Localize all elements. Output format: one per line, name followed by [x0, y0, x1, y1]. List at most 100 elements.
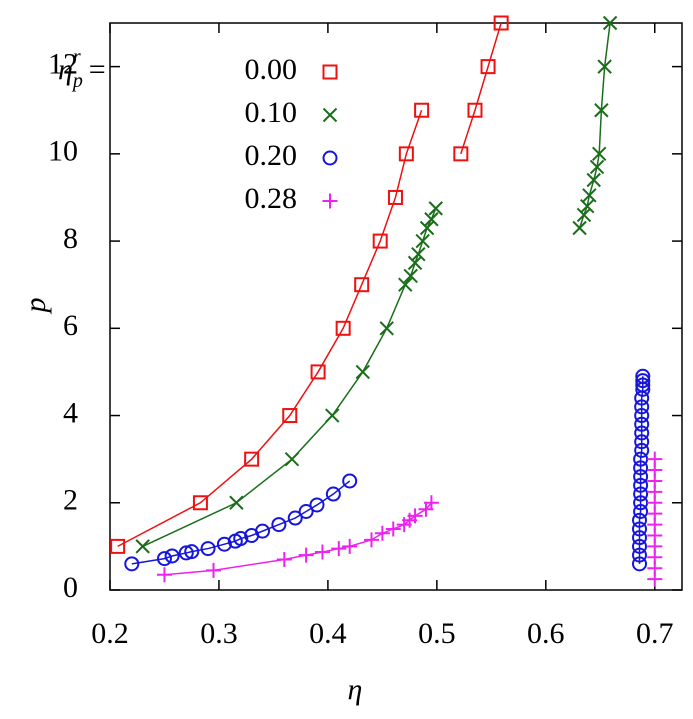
- x-tick-label: 0.5: [418, 617, 456, 650]
- marker: [325, 486, 341, 502]
- legend-symbol: η: [58, 53, 73, 86]
- x-tick-label: 0.3: [200, 617, 238, 650]
- marker: [633, 451, 649, 467]
- marker: [135, 539, 150, 554]
- legend-relation: =: [89, 53, 106, 86]
- marker: [322, 64, 338, 80]
- marker: [298, 503, 314, 519]
- marker: [572, 220, 587, 236]
- marker: [407, 255, 423, 271]
- marker: [184, 544, 200, 560]
- marker: [467, 102, 483, 118]
- marker: [580, 198, 595, 214]
- marker: [206, 562, 222, 578]
- marker: [602, 15, 618, 31]
- marker: [156, 567, 172, 583]
- marker: [284, 451, 300, 467]
- marker: [310, 364, 326, 380]
- x-tick-label: 0.2: [91, 617, 129, 650]
- marker: [331, 541, 347, 557]
- marker: [325, 408, 340, 423]
- marker: [594, 103, 609, 118]
- marker: [178, 545, 194, 561]
- marker: [110, 538, 126, 554]
- marker: [634, 425, 650, 441]
- marker: [363, 532, 379, 548]
- marker: [398, 277, 413, 292]
- marker: [635, 373, 651, 389]
- marker: [233, 531, 249, 547]
- marker: [414, 102, 430, 118]
- marker: [633, 460, 649, 476]
- legend-superscript: r: [73, 46, 81, 68]
- series-line: [131, 376, 644, 565]
- marker: [633, 503, 649, 519]
- marker: [634, 408, 650, 424]
- marker: [156, 551, 172, 567]
- y-tick-label: 2: [63, 484, 78, 517]
- legend-label: 0.10: [245, 96, 298, 129]
- marker: [632, 538, 648, 554]
- marker: [586, 172, 601, 188]
- marker: [407, 508, 423, 524]
- marker: [372, 233, 388, 249]
- marker: [374, 525, 390, 541]
- marker: [582, 188, 597, 203]
- marker: [354, 277, 370, 293]
- series-line: [117, 22, 502, 548]
- marker: [309, 497, 325, 513]
- marker: [597, 59, 612, 74]
- marker: [634, 399, 650, 415]
- marker: [322, 107, 338, 123]
- marker: [229, 495, 244, 510]
- plot-frame: [109, 22, 683, 591]
- marker: [632, 512, 648, 528]
- marker: [493, 15, 509, 31]
- marker: [387, 189, 403, 205]
- marker: [634, 442, 650, 458]
- y-tick-label: 4: [63, 396, 78, 429]
- marker: [634, 416, 650, 432]
- marker: [633, 495, 649, 511]
- legend-label: 0.00: [245, 53, 298, 86]
- marker: [632, 556, 648, 572]
- y-tick-label: 0: [63, 571, 78, 604]
- marker: [287, 510, 303, 526]
- marker: [632, 521, 648, 537]
- x-tick-label: 0.4: [309, 617, 347, 650]
- marker: [342, 538, 358, 554]
- marker: [124, 556, 140, 572]
- marker: [398, 146, 414, 162]
- marker: [244, 451, 260, 467]
- marker: [453, 146, 469, 162]
- y-tick-label: 10: [48, 135, 78, 168]
- marker: [634, 434, 650, 450]
- x-tick-label: 0.6: [527, 617, 565, 650]
- marker: [480, 59, 496, 75]
- marker: [632, 530, 648, 546]
- marker: [635, 368, 651, 384]
- marker: [589, 159, 605, 175]
- marker: [419, 220, 435, 236]
- marker: [415, 233, 430, 249]
- marker: [403, 268, 418, 284]
- marker: [647, 451, 663, 467]
- marker: [164, 548, 180, 564]
- marker: [271, 517, 287, 533]
- series-line: [142, 22, 611, 548]
- legend-title: ηpr =: [58, 46, 106, 92]
- marker: [192, 495, 208, 511]
- marker: [632, 547, 648, 563]
- y-tick-label: 12: [48, 48, 78, 81]
- x-axis-label: η: [348, 673, 363, 706]
- marker: [298, 547, 314, 563]
- marker: [200, 541, 216, 557]
- marker: [633, 486, 649, 502]
- marker: [428, 201, 443, 216]
- marker: [423, 495, 439, 511]
- marker: [335, 320, 351, 336]
- marker: [385, 521, 401, 537]
- marker: [633, 477, 649, 493]
- marker: [355, 364, 370, 380]
